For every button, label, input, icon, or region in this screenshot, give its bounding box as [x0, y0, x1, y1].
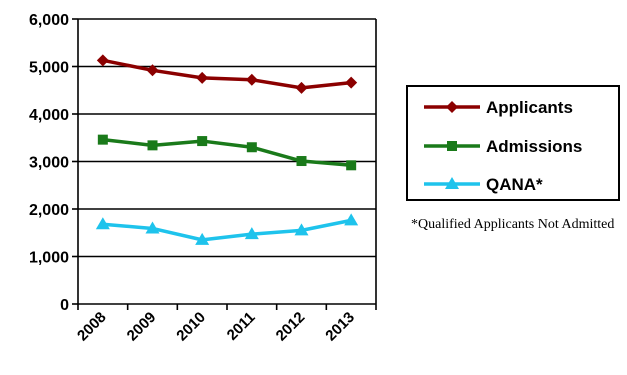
y-tick-label: 0: [60, 297, 69, 314]
data-point: [346, 160, 357, 171]
x-tick-label: 2010: [173, 309, 209, 345]
legend-label: Admissions: [486, 137, 582, 156]
legend-label: Applicants: [486, 98, 573, 117]
data-point: [197, 136, 208, 147]
series-line: [102, 58, 352, 90]
data-point: [97, 134, 108, 145]
x-axis-ticks: 2008 2009 2010 2011 2012 2013: [74, 309, 358, 345]
legend-marker: [447, 141, 457, 151]
data-point: [345, 76, 358, 89]
data-point: [146, 64, 159, 77]
series-applicants: [96, 54, 358, 94]
legend: Applicants Admissions QANA*: [406, 85, 620, 201]
data-point: [344, 213, 359, 226]
legend-item: Applicants: [424, 98, 573, 117]
x-tick-label: 2009: [124, 309, 160, 345]
data-point: [295, 81, 308, 94]
data-point: [296, 156, 307, 167]
data-point: [294, 223, 309, 236]
legend-marker: [445, 177, 459, 189]
series-line: [102, 137, 352, 168]
data-point: [95, 217, 110, 230]
data-point: [246, 142, 257, 153]
x-tick-label: 2011: [224, 309, 259, 344]
y-tick-label: 2,000: [29, 202, 69, 219]
data-point: [145, 221, 160, 234]
legend-label: QANA*: [486, 175, 543, 194]
data-point: [147, 140, 158, 151]
footnote: *Qualified Applicants Not Admitted: [411, 217, 615, 232]
x-tick-label: 2008: [74, 309, 110, 345]
data-point: [244, 227, 259, 240]
data-point: [195, 232, 210, 245]
y-tick-label: 3,000: [29, 155, 69, 172]
y-tick-label: 4,000: [29, 107, 69, 124]
legend-item: Admissions: [424, 137, 582, 156]
axes: [72, 18, 377, 310]
gridlines: [78, 18, 376, 258]
legend-marker: [446, 101, 458, 113]
y-tick-label: 5,000: [29, 60, 69, 77]
series-group: [95, 54, 359, 245]
data-point: [196, 71, 209, 84]
series-line: [102, 218, 352, 242]
y-tick-label: 1,000: [29, 250, 69, 267]
series-admissions: [97, 134, 357, 171]
legend-item: QANA*: [424, 175, 543, 194]
x-tick-label: 2012: [273, 309, 309, 345]
data-point: [96, 54, 109, 67]
series-qana: [95, 213, 359, 245]
y-axis-ticks: 0 1,000 2,000 3,000 4,000 5,000 6,000: [29, 12, 69, 314]
data-point: [245, 73, 258, 86]
y-tick-label: 6,000: [29, 12, 69, 29]
legend-box: [406, 85, 620, 201]
x-tick-label: 2013: [322, 309, 358, 345]
